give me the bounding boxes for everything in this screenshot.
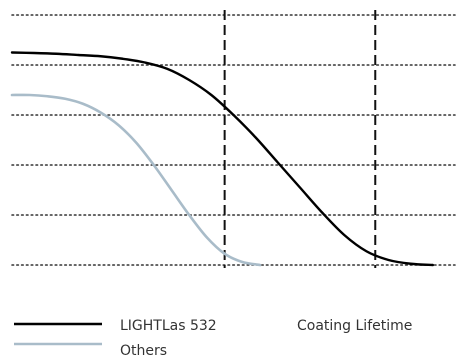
x-axis-label: Coating Lifetime bbox=[297, 318, 412, 334]
series-line-lightlas-532 bbox=[10, 51, 435, 267]
legend-label-lightlas-532: LIGHTLas 532 bbox=[120, 318, 217, 334]
legend: LIGHTLas 532 Others bbox=[14, 318, 217, 359]
grid-lines bbox=[11, 14, 456, 266]
reference-lines bbox=[223, 10, 377, 268]
legend-label-others: Others bbox=[120, 343, 167, 359]
series-line-others bbox=[10, 93, 262, 267]
series-lines bbox=[10, 51, 435, 267]
